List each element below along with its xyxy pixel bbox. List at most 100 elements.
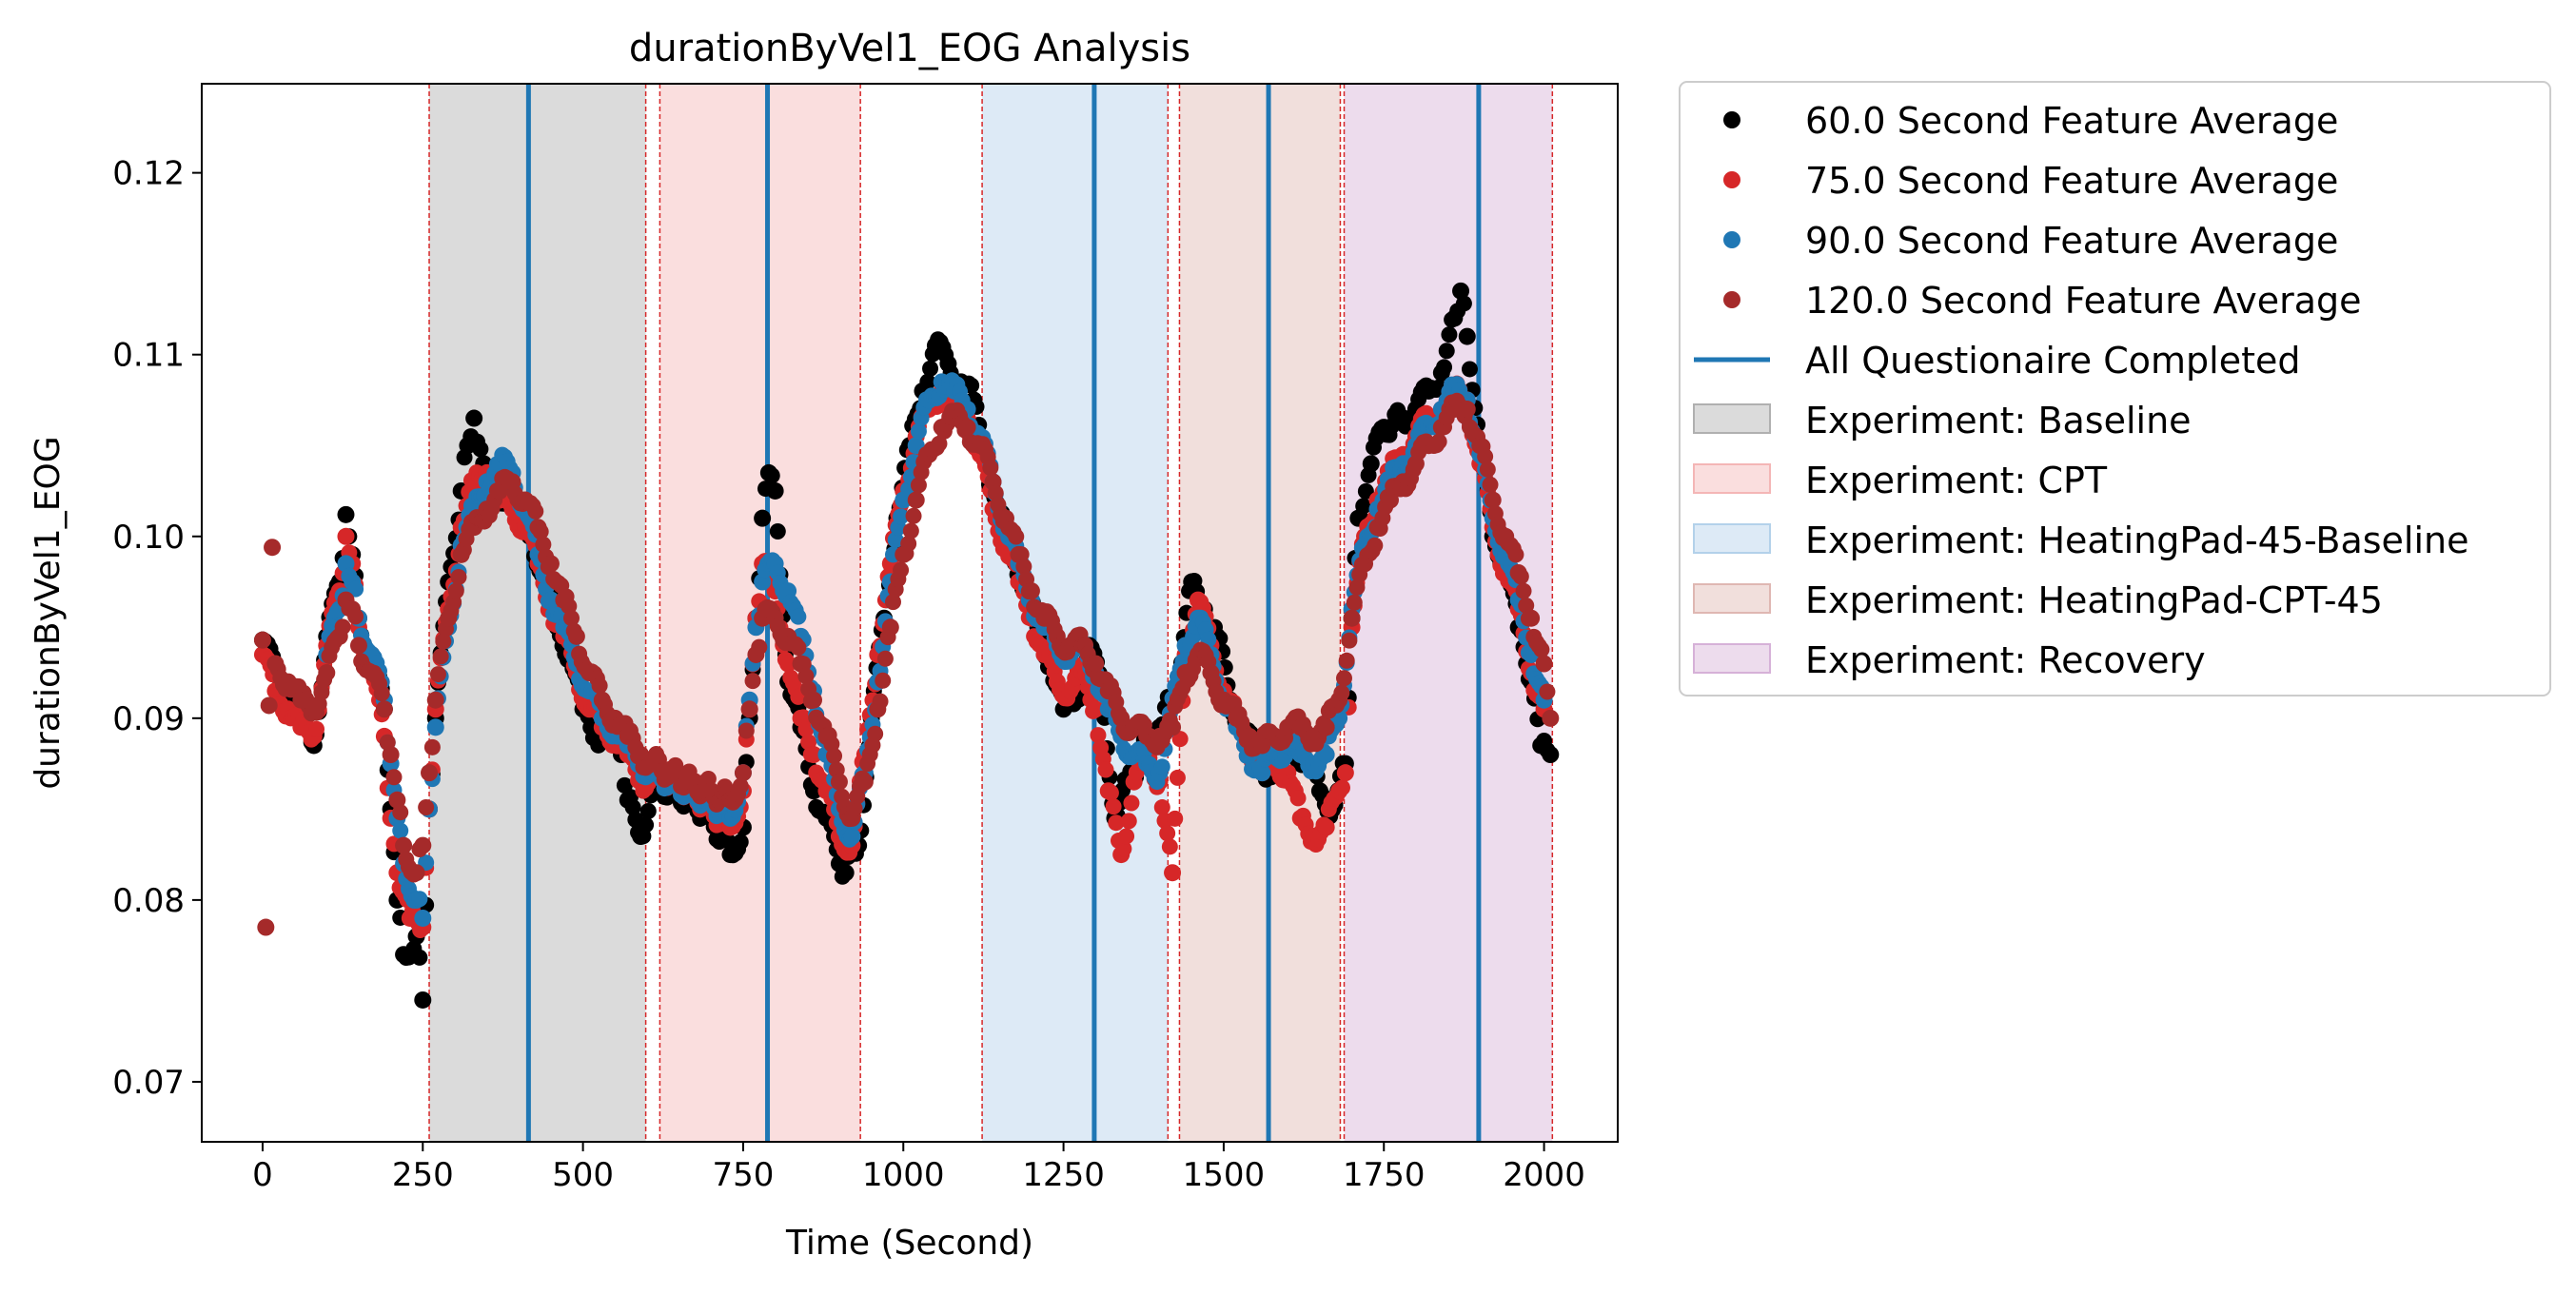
point	[790, 638, 807, 656]
point	[1336, 764, 1354, 782]
point	[1461, 361, 1478, 378]
point	[766, 481, 784, 500]
point	[881, 618, 899, 637]
point	[414, 909, 432, 927]
legend-marker	[1723, 231, 1740, 248]
point	[922, 360, 939, 377]
point	[447, 582, 464, 599]
point	[418, 798, 435, 815]
point	[893, 561, 910, 579]
y-tick-label: 0.10	[112, 519, 185, 557]
legend-label: 120.0 Second Feature Average	[1805, 280, 2362, 322]
point	[846, 800, 863, 817]
point	[855, 773, 874, 791]
point	[264, 539, 282, 557]
point	[1484, 491, 1502, 509]
x-tick-label: 1000	[862, 1156, 945, 1194]
point	[867, 725, 884, 742]
point	[1087, 655, 1105, 673]
point	[532, 523, 549, 540]
point	[313, 684, 330, 701]
point	[1346, 594, 1363, 611]
point	[337, 505, 355, 523]
experiment-spans	[429, 84, 1553, 1142]
point	[411, 891, 428, 908]
point	[373, 685, 390, 702]
point	[1518, 597, 1535, 614]
point	[429, 666, 446, 683]
point	[639, 803, 657, 820]
x-tick-label: 250	[392, 1156, 454, 1194]
point	[763, 467, 780, 484]
x-tick-label: 1750	[1343, 1156, 1426, 1194]
point	[318, 664, 336, 682]
point	[423, 738, 441, 755]
point	[1008, 528, 1025, 545]
point	[797, 720, 815, 737]
legend-marker	[1693, 643, 1771, 674]
point	[754, 573, 772, 591]
point	[1362, 455, 1380, 473]
legend-item: 120.0 Second Feature Average	[1723, 280, 2362, 322]
point	[1455, 295, 1472, 312]
point	[1317, 718, 1335, 736]
point	[1512, 568, 1529, 585]
legend: 60.0 Second Feature Average 75.0 Second F…	[1679, 81, 2551, 697]
y-tick-label: 0.07	[112, 1064, 185, 1102]
legend-marker	[1693, 523, 1771, 554]
point	[1120, 813, 1137, 830]
legend-marker	[1693, 403, 1771, 434]
point	[1153, 758, 1170, 775]
point	[260, 697, 278, 715]
point	[1542, 709, 1560, 727]
point	[465, 409, 483, 427]
data-points	[253, 282, 1560, 1009]
point	[347, 608, 364, 625]
point	[790, 608, 807, 625]
point	[1381, 491, 1399, 509]
x-tick-label: 2000	[1503, 1156, 1585, 1194]
legend-frame	[1679, 81, 2551, 697]
point	[1348, 579, 1366, 596]
point	[876, 650, 894, 667]
point	[1159, 825, 1176, 842]
point	[1097, 761, 1114, 778]
point	[1507, 546, 1524, 563]
point	[737, 722, 755, 739]
point	[421, 764, 439, 782]
point	[843, 828, 861, 846]
legend-item: 75.0 Second Feature Average	[1723, 160, 2338, 202]
point	[1355, 498, 1372, 515]
legend-item: 90.0 Second Feature Average	[1723, 220, 2338, 262]
point	[1367, 537, 1384, 554]
point	[1539, 683, 1556, 700]
point	[382, 746, 400, 764]
point	[347, 580, 364, 598]
point	[1253, 764, 1271, 782]
point	[426, 718, 444, 736]
point	[1164, 864, 1182, 882]
chart-title: durationByVel1_EOG Analysis	[629, 27, 1190, 70]
y-axis-label: durationByVel1_EOG	[29, 436, 68, 789]
legend-marker	[1693, 583, 1771, 614]
point	[257, 918, 275, 936]
point	[638, 816, 655, 834]
point	[334, 618, 351, 636]
point	[1441, 326, 1458, 343]
legend-label: Experiment: Recovery	[1805, 639, 2206, 681]
point	[1115, 840, 1132, 857]
legend-item: All Questionaire Completed	[1694, 340, 2301, 382]
plot-frame	[201, 83, 1619, 1143]
point	[1333, 684, 1350, 701]
legend-marker	[1723, 171, 1740, 188]
point	[902, 522, 919, 540]
point	[1458, 401, 1476, 419]
point	[1452, 282, 1470, 300]
x-tick-label: 0	[252, 1156, 273, 1194]
legend-item: Experiment: HeatingPad-CPT-45	[1693, 579, 2383, 621]
point	[1438, 343, 1455, 360]
point	[432, 648, 449, 665]
x-axis-label: Time (Second)	[785, 1224, 1033, 1263]
legend-marker	[1693, 463, 1771, 494]
point	[1477, 448, 1494, 465]
